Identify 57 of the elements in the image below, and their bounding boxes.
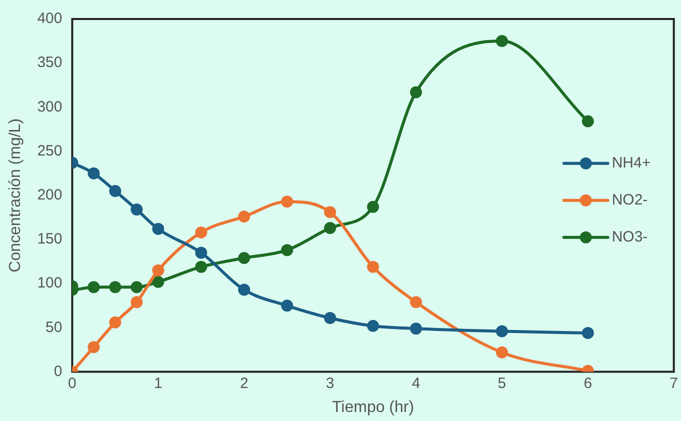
- point: [324, 222, 336, 234]
- point: [130, 281, 143, 294]
- point: [410, 296, 422, 308]
- y-tick-label: 0: [54, 362, 62, 380]
- point: [410, 86, 422, 98]
- point: [496, 346, 508, 358]
- y-tick-label: 300: [37, 98, 62, 116]
- x-tick-label: 3: [326, 374, 334, 392]
- point: [195, 226, 208, 238]
- x-tick-label: 6: [584, 374, 592, 392]
- point: [238, 252, 250, 264]
- point: [238, 210, 250, 223]
- x-tick-label: 4: [412, 374, 420, 392]
- point: [410, 322, 422, 335]
- point: [88, 341, 100, 354]
- point: [130, 204, 143, 216]
- y-tick-label: 100: [37, 274, 62, 292]
- y-tick-label: 250: [37, 142, 62, 160]
- point: [496, 35, 508, 48]
- y-axis-title: Concentración (mg/L): [7, 118, 24, 272]
- point: [367, 200, 380, 213]
- x-axis-title: Tiempo (hr): [332, 398, 414, 416]
- x-tick-label: 1: [154, 374, 162, 392]
- point: [152, 264, 164, 276]
- point: [195, 260, 208, 273]
- point: [130, 296, 143, 308]
- point: [88, 167, 100, 180]
- point: [281, 244, 294, 256]
- point: [281, 300, 294, 312]
- x-tick-label: 2: [240, 374, 248, 392]
- y-tick-label: 150: [37, 230, 62, 248]
- x-tick-label: 5: [498, 374, 506, 392]
- point: [496, 325, 508, 338]
- y-tick-label: 350: [37, 54, 62, 72]
- legend-label: NO3-: [612, 228, 648, 246]
- point: [152, 222, 164, 235]
- point: [281, 196, 294, 208]
- point: [324, 312, 336, 324]
- point: [582, 115, 594, 128]
- point: [582, 326, 594, 339]
- legend-label: NO2-: [612, 192, 648, 209]
- point: [152, 276, 164, 288]
- y-tick-label: 50: [46, 318, 62, 336]
- point: [238, 284, 250, 296]
- point: [367, 320, 380, 332]
- point: [324, 206, 336, 218]
- point: [367, 260, 380, 273]
- point: [109, 316, 122, 328]
- x-tick-label: 7: [670, 374, 678, 392]
- point: [109, 184, 122, 197]
- y-tick-label: 400: [37, 10, 62, 28]
- x-tick-label: 0: [68, 374, 76, 392]
- y-tick-label: 200: [37, 186, 62, 204]
- legend-label: NH4+: [612, 154, 651, 172]
- point: [88, 281, 100, 294]
- point: [195, 246, 208, 259]
- point: [109, 281, 122, 294]
